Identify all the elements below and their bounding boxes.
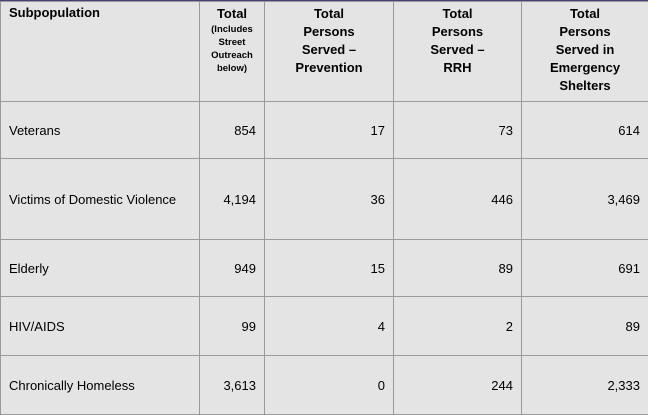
cell-prevention: 0 [265,356,394,415]
cell-total: 949 [200,240,265,297]
cell-prevention: 36 [265,159,394,240]
cell-prevention: 15 [265,240,394,297]
cell-shelters: 89 [522,297,648,356]
cell-prevention: 4 [265,297,394,356]
table-row-veterans: Veterans 854 17 73 614 [1,102,648,159]
cell-total: 3,613 [200,356,265,415]
row-label: HIV/AIDS [1,297,200,356]
cell-rrh: 244 [394,356,522,415]
table-row-elderly: Elderly 949 15 89 691 [1,240,648,297]
row-label: Victims of Domestic Violence [1,159,200,240]
header-total: Total (Includes Street Outreach below) [200,2,265,102]
cell-total: 99 [200,297,265,356]
cell-shelters: 2,333 [522,356,648,415]
table-row-hiv-aids: HIV/AIDS 99 4 2 89 [1,297,648,356]
cell-rrh: 89 [394,240,522,297]
row-label: Chronically Homeless [1,356,200,415]
header-subpopulation: Subpopulation [1,2,200,102]
cell-shelters: 614 [522,102,648,159]
row-label: Elderly [1,240,200,297]
header-row: Subpopulation Total (Includes Street Out… [1,2,648,102]
header-prevention: Total Persons Served – Prevention [265,2,394,102]
header-emergency-shelters: Total Persons Served in Emergency Shelte… [522,2,648,102]
cell-total: 854 [200,102,265,159]
cell-prevention: 17 [265,102,394,159]
row-label: Veterans [1,102,200,159]
header-rrh: Total Persons Served – RRH [394,2,522,102]
table-row-victims-of-domestic-violence: Victims of Domestic Violence 4,194 36 44… [1,159,648,240]
table-row-chronically-homeless: Chronically Homeless 3,613 0 244 2,333 [1,356,648,415]
cell-rrh: 2 [394,297,522,356]
cell-shelters: 3,469 [522,159,648,240]
cell-rrh: 446 [394,159,522,240]
cell-total: 4,194 [200,159,265,240]
cell-shelters: 691 [522,240,648,297]
cell-rrh: 73 [394,102,522,159]
